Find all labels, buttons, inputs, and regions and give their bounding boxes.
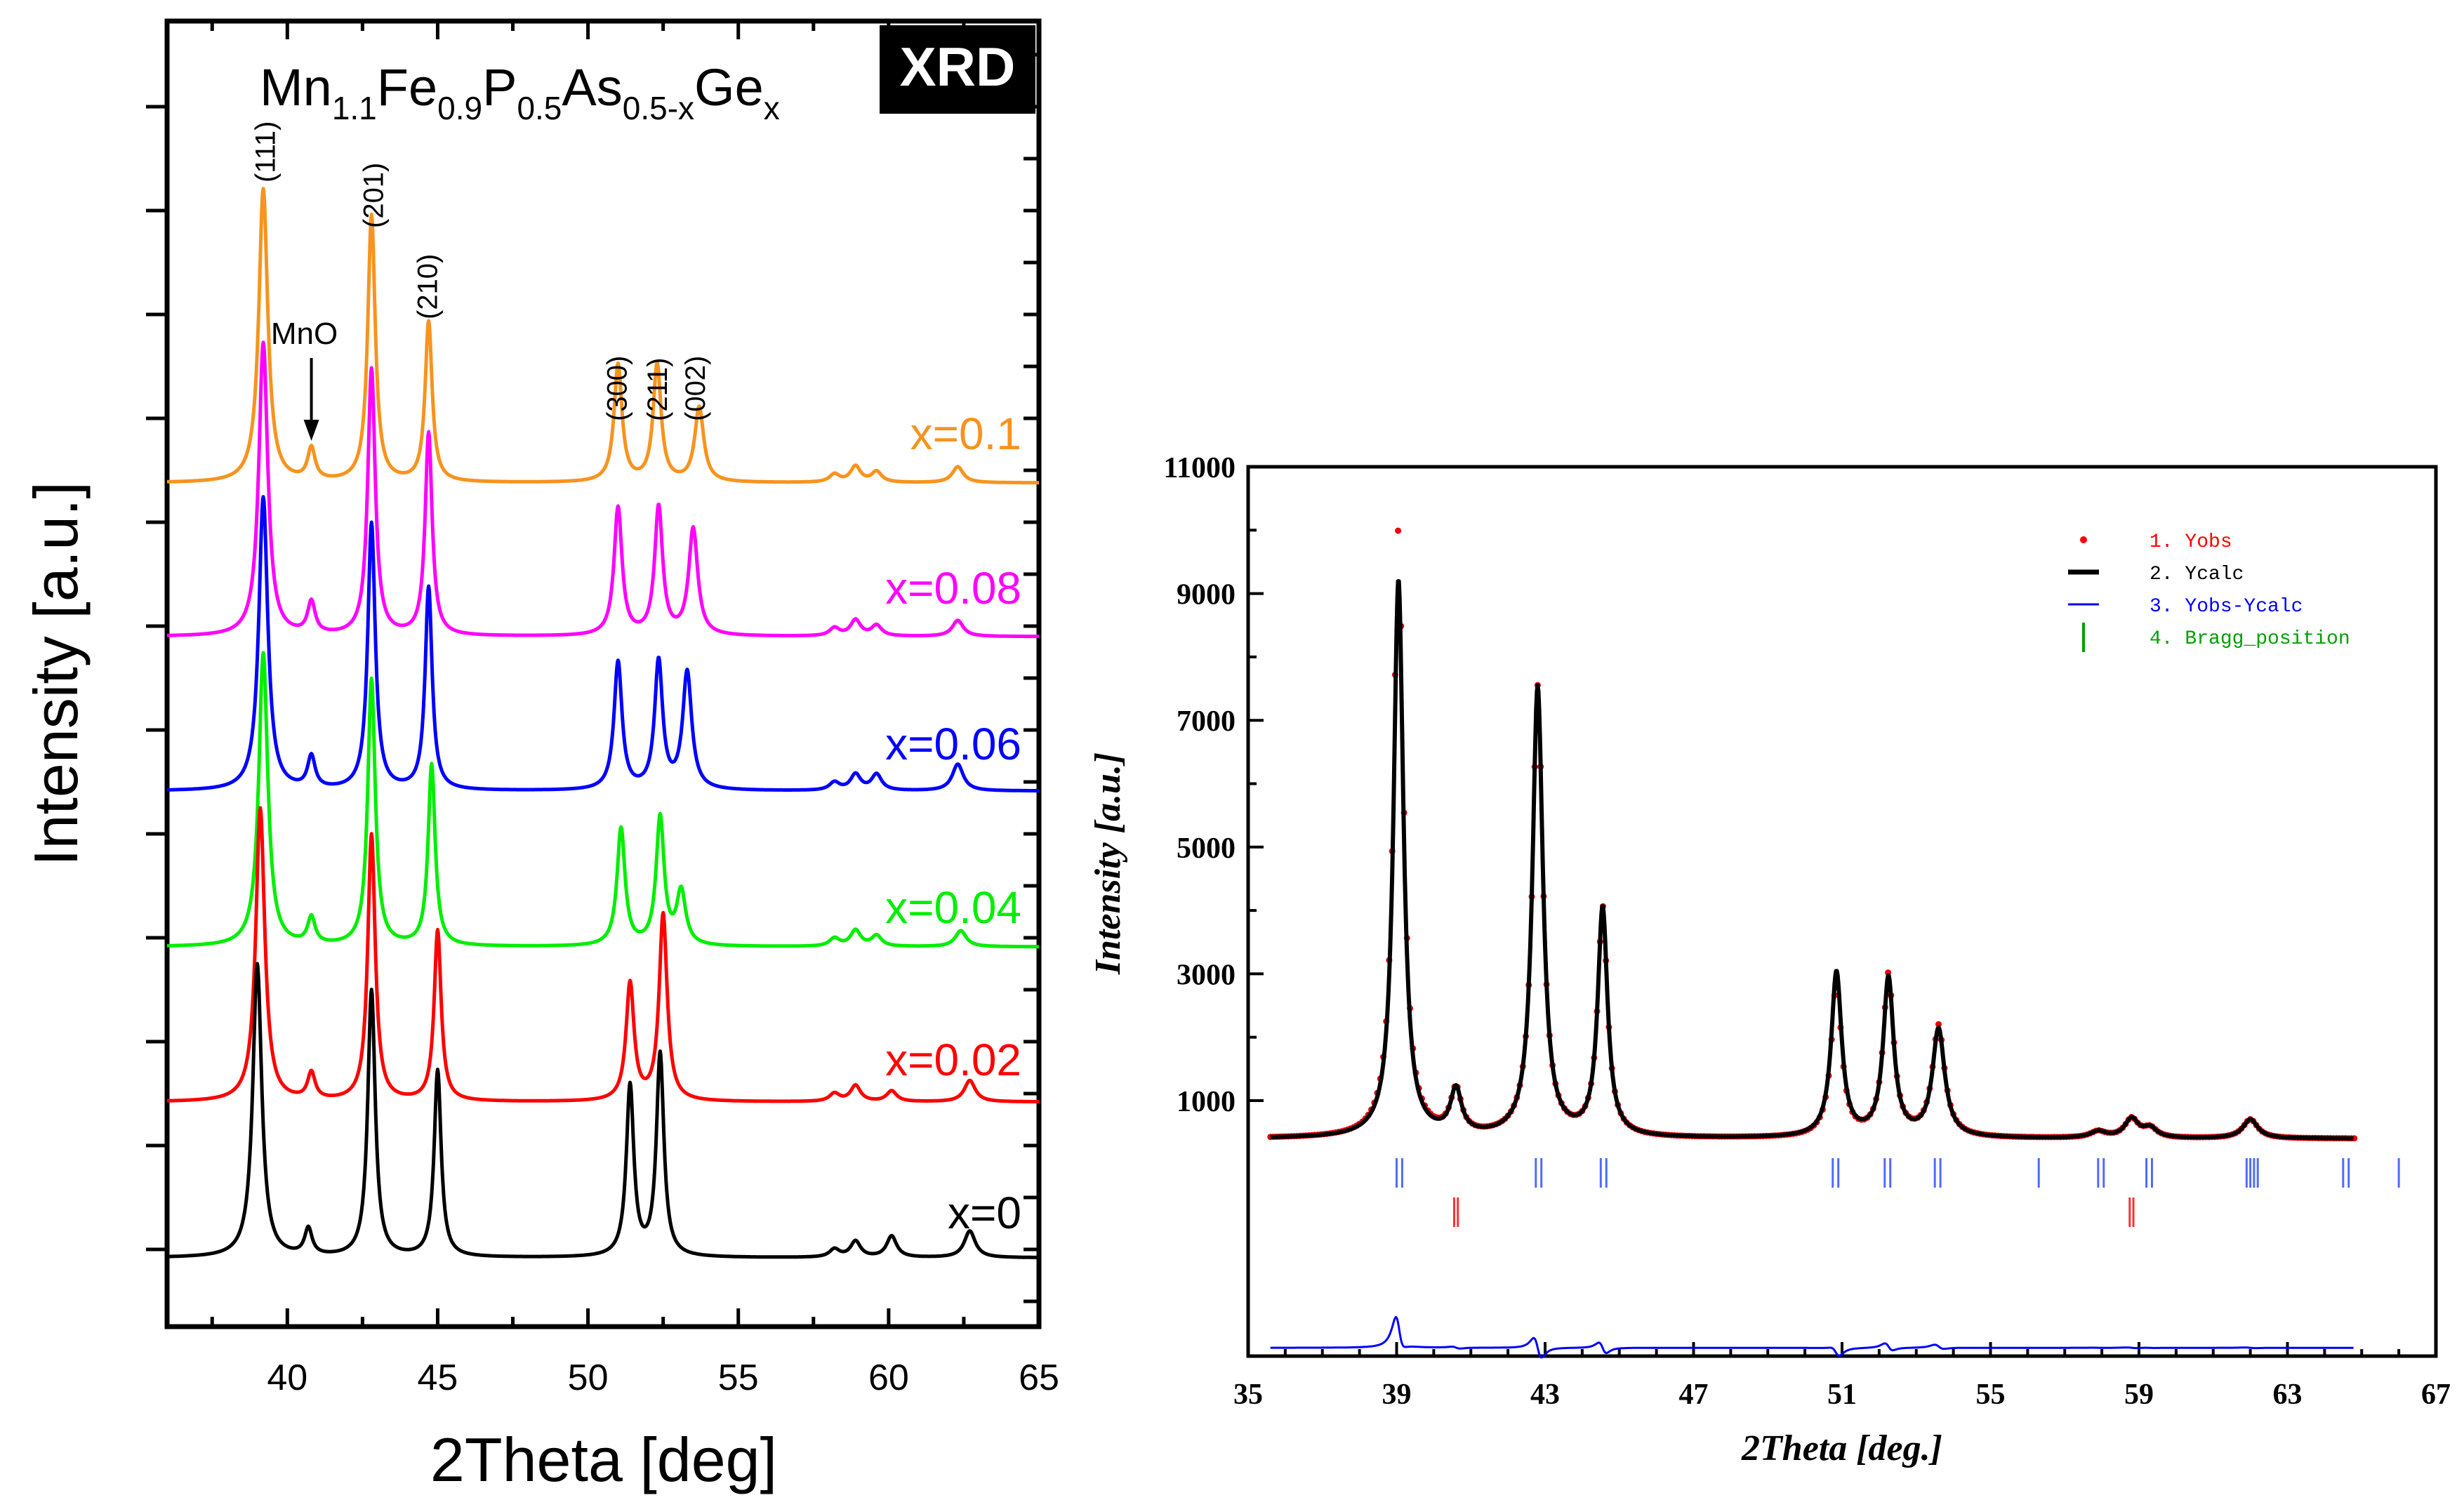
left-x-tick-label: 65 bbox=[1019, 1358, 1059, 1398]
observed-points bbox=[1267, 527, 2358, 1142]
series-label: x=0 bbox=[948, 1188, 1021, 1238]
legend-label: 4. Bragg_position bbox=[2150, 628, 2350, 650]
mno-arrowhead bbox=[303, 420, 319, 441]
series-trace-x-0.04 bbox=[166, 651, 1040, 949]
left-plot-frame bbox=[164, 18, 1042, 1329]
left-series-group bbox=[166, 187, 1040, 1259]
right-y-tick-label: 1000 bbox=[1177, 1086, 1236, 1118]
right-y-tick-label: 3000 bbox=[1177, 959, 1236, 991]
peak-label: (002) bbox=[680, 356, 711, 421]
right-x-axis-label: 2Theta [deg.] bbox=[1741, 1428, 1942, 1468]
formula-fe: Fe bbox=[377, 58, 437, 117]
left-x-tick-label: 55 bbox=[718, 1358, 759, 1398]
formula-ge-sub: x bbox=[764, 90, 780, 126]
calculated-curve bbox=[1269, 579, 2355, 1141]
formula-label: Mn1.1Fe0.9P0.5As0.5-xGex bbox=[260, 58, 780, 126]
left-y-axis-label: Intensity [a.u.] bbox=[21, 482, 91, 866]
right-x-tick-label: 59 bbox=[2124, 1379, 2154, 1411]
series-label: x=0.02 bbox=[885, 1035, 1021, 1085]
left-x-tick-label: 40 bbox=[267, 1358, 307, 1398]
right-x-tick-labels: 35 39 43 47 51 55 59 63 67 bbox=[1233, 1379, 2451, 1411]
series-label: x=0.1 bbox=[910, 409, 1021, 459]
difference-curve bbox=[1270, 1315, 2354, 1359]
left-axis-ticks bbox=[146, 21, 1041, 1327]
right-y-axis-label: Intensity [a.u.] bbox=[1088, 752, 1128, 975]
formula-as: As bbox=[562, 58, 622, 117]
right-y-tick-label: 9000 bbox=[1177, 579, 1236, 611]
legend-label: 3. Yobs-Ycalc bbox=[2150, 596, 2303, 618]
legend-label: 2. Ycalc bbox=[2150, 564, 2244, 585]
series-label: x=0.08 bbox=[885, 563, 1021, 613]
formula-ge: Ge bbox=[694, 58, 764, 117]
right-legend: 1. Yobs 2. Ycalc 3. Yobs-Ycalc 4. Bragg_pos… bbox=[2068, 531, 2350, 652]
right-y-tick-label: 5000 bbox=[1177, 832, 1236, 865]
left-chart: 40 45 50 55 60 65 x=0.1x=0.08x=0.06x=0.04x=0.… bbox=[21, 18, 1059, 1494]
formula-mn-sub: 1.1 bbox=[332, 90, 377, 126]
peak-label: (201) bbox=[359, 163, 390, 228]
mno-annotation-label: MnO bbox=[271, 317, 338, 351]
left-peak-labels: (111) (201) (210) (300) (211) (002) bbox=[250, 121, 710, 421]
xrd-title: XRD bbox=[900, 36, 1016, 98]
peak-label: (300) bbox=[602, 356, 632, 421]
left-x-tick-labels: 40 45 50 55 60 65 bbox=[267, 1358, 1059, 1398]
legend-marker-dot bbox=[2080, 536, 2087, 543]
series-trace-x-0.02 bbox=[166, 806, 1040, 1103]
formula-mn: Mn bbox=[260, 58, 332, 117]
left-x-tick-label: 45 bbox=[418, 1358, 458, 1398]
right-x-tick-label: 63 bbox=[2273, 1379, 2303, 1411]
right-axis-ticks bbox=[1247, 465, 2437, 1356]
formula-fe-sub: 0.9 bbox=[437, 90, 482, 126]
yobs-ycalc-curve bbox=[1270, 1315, 2354, 1359]
right-x-tick-label: 67 bbox=[2421, 1379, 2451, 1411]
formula-p-sub: 0.5 bbox=[517, 90, 562, 126]
left-x-tick-label: 50 bbox=[568, 1358, 609, 1398]
formula-as-sub: 0.5-x bbox=[623, 90, 694, 126]
left-series-labels: x=0.1 x=0.08 x=0.06 x=0.04 x=0.02 x=0 bbox=[885, 409, 1021, 1238]
series-trace-x-0 bbox=[166, 962, 1040, 1259]
ycalc-curve bbox=[1269, 579, 2355, 1141]
peak-label: (211) bbox=[642, 358, 673, 421]
series-trace-x-0.1 bbox=[166, 187, 1040, 485]
right-x-tick-label: 55 bbox=[1976, 1379, 2006, 1411]
right-x-tick-label: 43 bbox=[1530, 1379, 1560, 1411]
right-x-tick-label: 51 bbox=[1827, 1379, 1857, 1411]
peak-label: (111) bbox=[250, 121, 281, 182]
right-y-tick-label: 11000 bbox=[1163, 452, 1236, 484]
xrd-title-box bbox=[880, 25, 1035, 114]
legend-label: 1. Yobs bbox=[2150, 531, 2232, 553]
bragg-markers bbox=[1396, 1158, 2400, 1227]
right-y-tick-label: 7000 bbox=[1177, 705, 1236, 738]
left-x-axis-label: 2Theta [deg] bbox=[430, 1425, 777, 1494]
yobs-point bbox=[1395, 527, 1402, 534]
right-chart: 35 39 43 47 51 55 59 63 67 100030005000700090001… bbox=[1088, 452, 2451, 1468]
yobs-point bbox=[1935, 1021, 1942, 1028]
left-x-tick-label: 60 bbox=[868, 1358, 909, 1398]
formula-p: P bbox=[482, 58, 517, 117]
right-x-tick-label: 39 bbox=[1382, 1379, 1412, 1411]
series-label: x=0.06 bbox=[885, 719, 1021, 769]
series-trace-x-0.06 bbox=[166, 495, 1040, 792]
right-x-tick-label: 47 bbox=[1679, 1379, 1709, 1411]
series-trace-x-0.08 bbox=[166, 340, 1040, 639]
peak-label: (210) bbox=[413, 254, 444, 319]
right-x-tick-label: 35 bbox=[1233, 1379, 1263, 1411]
right-y-tick-labels: 1000 3000 5000 7000 9000 11000 bbox=[1163, 452, 1236, 1118]
series-label: x=0.04 bbox=[885, 882, 1021, 933]
